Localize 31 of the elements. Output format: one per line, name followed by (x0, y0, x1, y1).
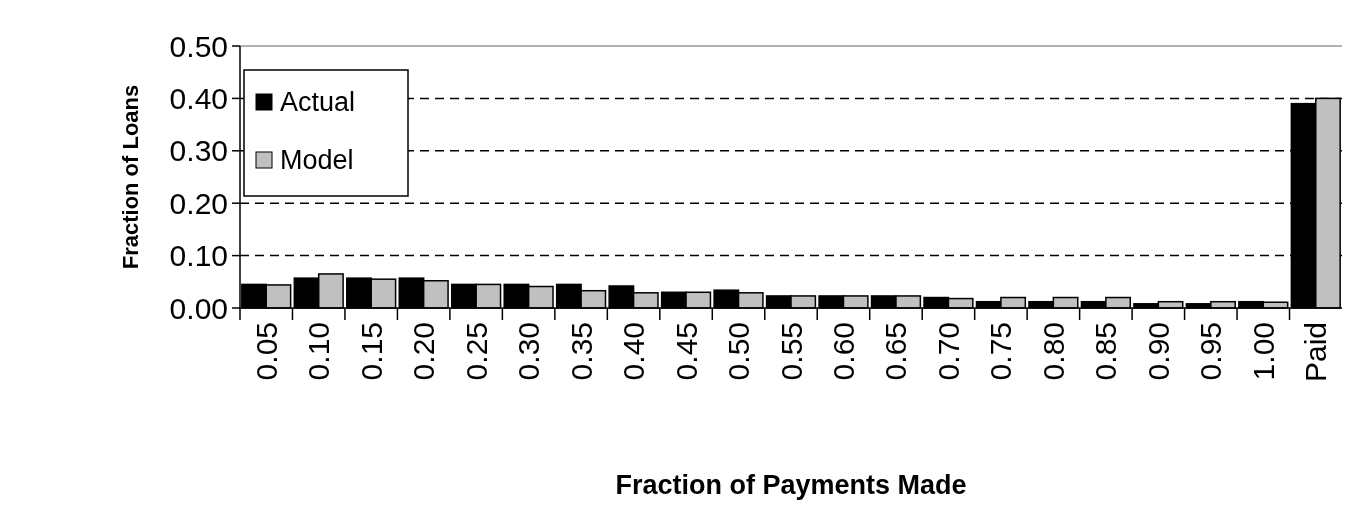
x-tick-label: 0.45 (669, 322, 703, 381)
x-tick-label: 0.15 (354, 322, 388, 381)
x-tick-label: 0.10 (302, 322, 336, 381)
y-tick-label: 0.10 (169, 239, 228, 273)
x-tick-label: 0.50 (722, 322, 756, 381)
x-tick-label: 1.00 (1246, 322, 1280, 381)
x-tick-label: 0.75 (984, 322, 1018, 381)
x-tick-label: 0.05 (249, 322, 283, 381)
x-tick-label: 0.85 (1089, 322, 1123, 381)
legend-label: Actual (280, 87, 356, 118)
x-tick-label: 0.35 (564, 322, 598, 381)
y-axis-title: Fraction of Loans (117, 84, 143, 270)
x-tick-label: 0.65 (879, 322, 913, 381)
y-tick-label: 0.30 (169, 134, 228, 168)
legend-label: Model (280, 145, 354, 176)
x-tick-label: 0.90 (1141, 322, 1175, 381)
x-tick-label: 0.55 (774, 322, 808, 381)
y-tick-label: 0.50 (169, 29, 228, 63)
x-tick-label: 0.80 (1036, 322, 1070, 381)
x-tick-label: 0.70 (931, 322, 965, 381)
y-tick-label: 0.00 (169, 291, 228, 325)
x-tick-label: 0.20 (407, 322, 441, 381)
y-tick-label: 0.20 (169, 186, 228, 220)
x-tick-label: 0.60 (826, 322, 860, 381)
x-tick-label: Paid (1299, 322, 1333, 383)
x-tick-label: 0.25 (459, 322, 493, 381)
x-tick-label: 0.30 (512, 322, 546, 381)
x-tick-label: 0.95 (1194, 322, 1228, 381)
x-tick-label: 0.40 (617, 322, 651, 381)
x-axis-title: Fraction of Payments Made (615, 470, 967, 500)
y-tick-label: 0.40 (169, 81, 228, 115)
